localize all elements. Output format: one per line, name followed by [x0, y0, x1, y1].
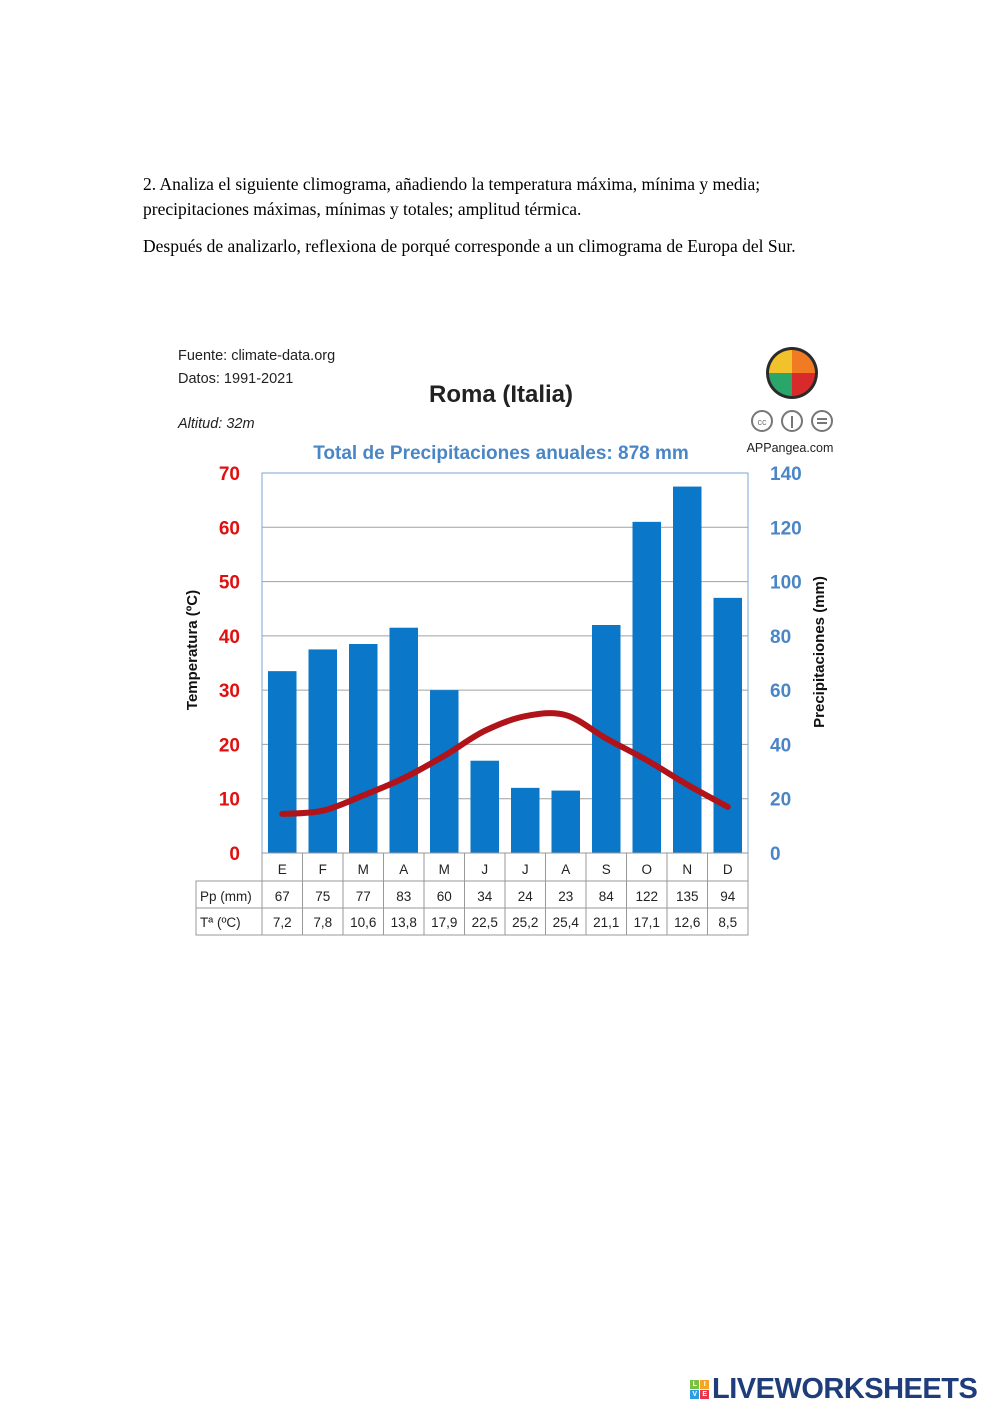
- creative-commons-icon: cc: [751, 410, 833, 432]
- brand-text: APPangea.com: [747, 441, 834, 455]
- y-right-tick: 40: [770, 735, 791, 756]
- y-left-tick: 50: [219, 573, 240, 594]
- y-right-tick: 20: [770, 790, 791, 811]
- temp-value: 17,1: [634, 915, 660, 930]
- climograph-chart: Fuente: climate-data.org Datos: 1991-202…: [177, 347, 834, 936]
- precip-value: 122: [635, 889, 658, 904]
- precip-bar: [551, 790, 580, 853]
- precip-value: 67: [275, 889, 290, 904]
- reflection-text: Después de analizarlo, reflexiona de por…: [143, 236, 796, 256]
- precip-bar: [632, 521, 661, 853]
- month-label: M: [358, 862, 369, 877]
- month-label: D: [723, 862, 733, 877]
- y-left-tick: 0: [229, 844, 240, 865]
- precip-value: 94: [720, 889, 736, 904]
- y-left-tick: 10: [219, 790, 240, 811]
- month-label: M: [439, 862, 450, 877]
- y-right-tick: 100: [770, 573, 802, 594]
- month-label: A: [561, 862, 570, 877]
- y-left-label: Temperatura (ºC): [184, 590, 201, 710]
- precip-bar: [673, 486, 702, 853]
- precip-value: 60: [437, 889, 452, 904]
- y-right-tick: 120: [770, 518, 802, 539]
- temp-value: 25,4: [553, 915, 580, 930]
- question-text: 2. Analiza el siguiente climograma, añad…: [143, 174, 761, 219]
- precip-value: 83: [396, 889, 411, 904]
- temp-value: 8,5: [718, 915, 737, 930]
- precip-value: 75: [315, 889, 330, 904]
- y-left-tick: 30: [219, 681, 240, 702]
- month-label: A: [399, 862, 408, 877]
- temp-value: 13,8: [391, 915, 417, 930]
- source-text: Fuente: climate-data.org: [178, 348, 335, 364]
- temp-value: 7,2: [273, 915, 292, 930]
- chart-title: Roma (Italia): [429, 381, 573, 408]
- precip-bar: [389, 627, 418, 853]
- y-left-tick: 20: [219, 735, 240, 756]
- precip-bar: [713, 597, 742, 853]
- temp-value: 22,5: [472, 915, 498, 930]
- precip-bar: [470, 760, 499, 853]
- precip-bar: [268, 671, 297, 853]
- month-label: N: [682, 862, 692, 877]
- temp-value: 25,2: [512, 915, 538, 930]
- y-right-tick: 140: [770, 464, 802, 485]
- y-right-tick: 60: [770, 681, 791, 702]
- svg-text:cc: cc: [758, 417, 768, 427]
- precip-bar: [511, 787, 540, 853]
- y-left-tick: 40: [219, 627, 240, 648]
- data-period-text: Datos: 1991-2021: [178, 371, 293, 387]
- temp-value: 17,9: [431, 915, 457, 930]
- month-label: E: [278, 862, 287, 877]
- precip-bar: [308, 649, 337, 853]
- month-label: S: [602, 862, 611, 877]
- y-right-label: Precipitaciones (mm): [811, 576, 828, 728]
- precip-value: 84: [599, 889, 615, 904]
- y-right-tick: 0: [770, 844, 781, 865]
- month-label: J: [481, 862, 488, 877]
- precip-bar: [430, 690, 459, 853]
- precip-value: 23: [558, 889, 573, 904]
- temp-value: 10,6: [350, 915, 376, 930]
- y-left-tick: 60: [219, 518, 240, 539]
- temp-value: 12,6: [674, 915, 700, 930]
- month-label: O: [641, 862, 652, 877]
- table-row-label: Tª (ºC): [200, 915, 241, 930]
- precip-bar: [349, 644, 378, 853]
- month-label: F: [319, 862, 327, 877]
- temp-value: 21,1: [593, 915, 619, 930]
- temperature-line: [279, 710, 731, 817]
- table-row-label: Pp (mm): [200, 889, 252, 904]
- chart-subtitle: Total de Precipitaciones anuales: 878 mm: [313, 443, 689, 464]
- temp-value: 7,8: [313, 915, 332, 930]
- precip-value: 24: [518, 889, 534, 904]
- appangea-logo-icon: [766, 347, 818, 399]
- precip-value: 34: [477, 889, 493, 904]
- altitude-text: Altitud: 32m: [177, 416, 255, 432]
- y-right-tick: 80: [770, 627, 791, 648]
- precip-value: 77: [356, 889, 371, 904]
- liveworksheets-brand: LIVEWORKSHEETS: [712, 1373, 978, 1405]
- precip-value: 135: [676, 889, 699, 904]
- month-label: J: [522, 862, 529, 877]
- y-left-tick: 70: [219, 464, 240, 485]
